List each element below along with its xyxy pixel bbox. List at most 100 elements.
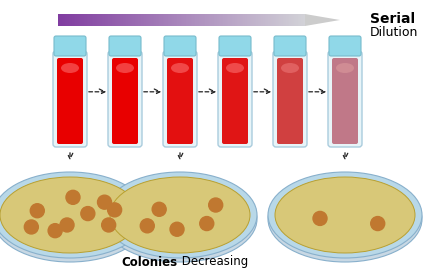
Bar (170, 14, 171, 26)
Bar (171, 14, 172, 26)
Bar (252, 14, 253, 26)
Circle shape (60, 218, 74, 232)
Bar (183, 14, 184, 26)
Bar (271, 14, 272, 26)
Bar (208, 14, 209, 26)
Bar (195, 14, 196, 26)
Bar (251, 14, 252, 26)
Bar (153, 14, 154, 26)
Circle shape (48, 224, 62, 238)
Bar (133, 14, 134, 26)
Bar (264, 14, 265, 26)
Bar (78, 14, 79, 26)
Bar (235, 14, 236, 26)
Bar (89, 14, 90, 26)
Bar (72, 14, 73, 26)
Bar (142, 14, 143, 26)
Bar (101, 14, 102, 26)
Bar (270, 14, 271, 26)
Ellipse shape (268, 172, 422, 258)
Bar (135, 14, 136, 26)
Bar (301, 14, 302, 26)
Bar (296, 14, 297, 26)
Bar (261, 14, 262, 26)
Bar (69, 14, 70, 26)
Bar (225, 14, 226, 26)
Bar (125, 14, 126, 26)
Bar (149, 14, 150, 26)
Bar (71, 14, 72, 26)
Bar (184, 14, 185, 26)
Circle shape (81, 207, 95, 221)
Bar (202, 14, 203, 26)
FancyBboxPatch shape (332, 58, 358, 144)
Ellipse shape (171, 63, 189, 73)
Bar (214, 14, 215, 26)
Bar (288, 14, 289, 26)
Bar (254, 14, 255, 26)
Ellipse shape (61, 63, 79, 73)
Bar (158, 14, 159, 26)
Bar (186, 14, 187, 26)
FancyBboxPatch shape (277, 58, 303, 144)
Bar (203, 14, 204, 26)
Bar (201, 14, 202, 26)
Circle shape (102, 218, 116, 232)
Circle shape (371, 216, 385, 230)
Bar (211, 14, 212, 26)
Bar (94, 14, 95, 26)
Bar (138, 14, 139, 26)
Ellipse shape (103, 172, 257, 258)
Bar (274, 14, 275, 26)
Bar (300, 14, 301, 26)
Bar (146, 14, 147, 26)
Bar (139, 14, 140, 26)
Ellipse shape (268, 176, 422, 262)
Bar (122, 14, 123, 26)
Bar (215, 14, 216, 26)
Bar (67, 14, 68, 26)
Bar (281, 14, 282, 26)
Bar (82, 14, 83, 26)
Circle shape (30, 204, 44, 218)
Bar (106, 14, 107, 26)
FancyBboxPatch shape (218, 51, 252, 147)
Bar (248, 14, 249, 26)
Bar (152, 14, 153, 26)
FancyBboxPatch shape (329, 36, 361, 56)
Bar (77, 14, 78, 26)
FancyBboxPatch shape (328, 51, 362, 147)
Bar (93, 14, 94, 26)
Bar (197, 14, 198, 26)
Ellipse shape (103, 176, 257, 262)
Bar (98, 14, 99, 26)
Bar (127, 14, 128, 26)
Ellipse shape (275, 177, 415, 253)
Bar (90, 14, 91, 26)
Bar (112, 14, 113, 26)
Bar (92, 14, 93, 26)
Bar (119, 14, 120, 26)
Bar (64, 14, 65, 26)
Bar (176, 14, 177, 26)
Bar (299, 14, 300, 26)
Bar (242, 14, 243, 26)
Bar (250, 14, 251, 26)
Bar (222, 14, 223, 26)
Bar (265, 14, 266, 26)
FancyBboxPatch shape (222, 58, 248, 144)
Bar (188, 14, 189, 26)
Bar (237, 14, 238, 26)
Bar (227, 14, 228, 26)
Bar (117, 14, 118, 26)
FancyBboxPatch shape (274, 36, 306, 56)
Bar (130, 14, 131, 26)
Bar (88, 14, 89, 26)
Bar (120, 14, 121, 26)
Bar (68, 14, 69, 26)
Bar (262, 14, 263, 26)
FancyBboxPatch shape (163, 51, 197, 147)
Circle shape (170, 222, 184, 236)
Bar (279, 14, 280, 26)
Bar (76, 14, 77, 26)
